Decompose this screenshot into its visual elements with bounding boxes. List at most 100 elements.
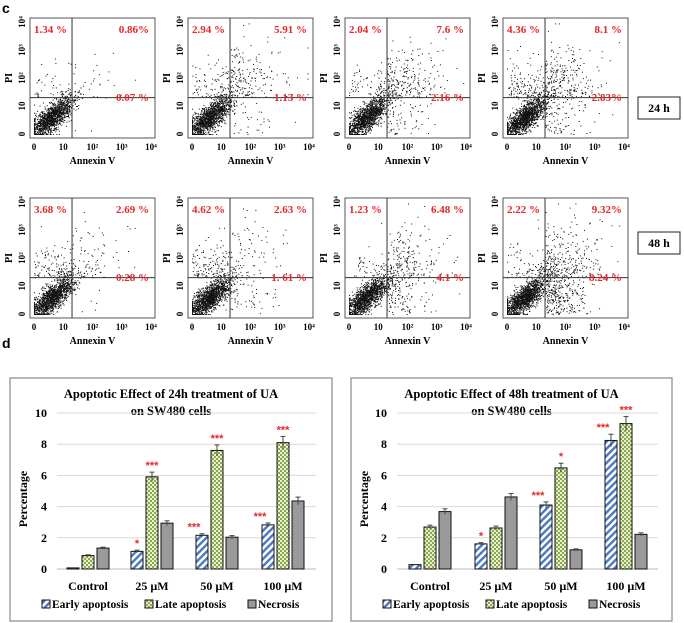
event-dot (210, 109, 212, 111)
event-dot (356, 134, 358, 135)
event-dot (225, 101, 227, 103)
event-dot (373, 114, 375, 116)
event-dot (55, 114, 57, 116)
event-dot (49, 117, 51, 119)
event-dot (255, 85, 257, 87)
event-dot (39, 123, 40, 124)
event-dot (362, 114, 364, 116)
event-dot (197, 113, 199, 114)
event-dot (389, 81, 391, 83)
event-dot (48, 122, 50, 124)
event-dot (355, 86, 356, 88)
event-dot (263, 121, 265, 123)
event-dot (49, 134, 51, 135)
event-dot (378, 108, 380, 110)
event-dot (236, 96, 238, 98)
event-dot (387, 58, 389, 60)
event-dot (208, 132, 210, 134)
event-dot (371, 101, 373, 103)
event-dot (370, 105, 372, 107)
event-dot (250, 80, 252, 82)
event-dot (439, 64, 441, 66)
event-dot (253, 69, 255, 70)
event-dot (51, 108, 53, 110)
event-dot (353, 129, 355, 131)
event-dot (61, 104, 63, 106)
event-dot (428, 77, 430, 79)
event-dot (369, 116, 371, 117)
event-dot (286, 82, 288, 84)
event-dot (372, 108, 374, 109)
event-dot (242, 91, 244, 93)
event-dot (351, 88, 353, 90)
event-dot (49, 111, 51, 112)
event-dot (38, 121, 39, 123)
event-dot (371, 119, 373, 121)
event-dot (197, 123, 198, 125)
event-dot (60, 114, 62, 116)
event-dot (392, 84, 394, 86)
event-dot (203, 124, 205, 126)
event-dot (279, 51, 281, 53)
event-dot (192, 129, 193, 131)
event-dot (194, 130, 196, 132)
event-dot (419, 48, 421, 50)
event-dot (49, 121, 51, 123)
y-tick-label: 10⁴ (175, 16, 185, 28)
event-dot (214, 107, 215, 109)
event-dot (228, 94, 230, 96)
event-dot (211, 115, 213, 117)
event-dot (203, 130, 205, 132)
event-dot (352, 124, 354, 126)
event-dot (204, 126, 206, 128)
event-dot (204, 111, 206, 113)
event-dot (380, 101, 382, 103)
event-dot (44, 119, 45, 121)
event-dot (45, 75, 47, 77)
event-dot (233, 91, 235, 93)
event-dot (221, 121, 222, 123)
event-dot (370, 112, 372, 114)
event-dot (57, 108, 59, 110)
event-dot (52, 116, 54, 118)
event-dot (349, 112, 350, 114)
event-dot (365, 78, 367, 79)
event-dot (225, 88, 227, 90)
event-dot (381, 91, 383, 92)
event-dot (294, 121, 296, 123)
event-dot (90, 83, 92, 85)
event-dot (205, 122, 207, 124)
event-dot (380, 80, 382, 82)
event-dot (215, 131, 217, 133)
event-dot (377, 102, 379, 104)
event-dot (416, 96, 418, 98)
event-dot (393, 88, 395, 90)
event-dot (201, 129, 203, 131)
event-dot (67, 110, 69, 112)
event-dot (224, 94, 226, 96)
event-dot (42, 128, 44, 130)
event-dot (211, 111, 213, 113)
event-dot (372, 106, 374, 108)
event-dot (231, 76, 233, 78)
event-dot (234, 49, 236, 51)
event-dot (224, 106, 226, 107)
event-dot (221, 100, 223, 102)
event-dot (209, 108, 211, 110)
event-dot (222, 109, 224, 111)
event-dot (230, 99, 232, 100)
event-dot (68, 88, 70, 90)
event-dot (202, 125, 204, 127)
event-dot (361, 129, 363, 131)
event-dot (206, 118, 208, 120)
event-dot (44, 132, 46, 134)
event-dot (284, 37, 286, 39)
event-dot (401, 85, 402, 87)
event-dot (372, 100, 374, 102)
event-dot (361, 110, 363, 112)
event-dot (392, 96, 394, 97)
event-dot (246, 95, 248, 96)
event-dot (192, 125, 193, 127)
event-dot (56, 134, 58, 135)
event-dot (368, 131, 370, 133)
